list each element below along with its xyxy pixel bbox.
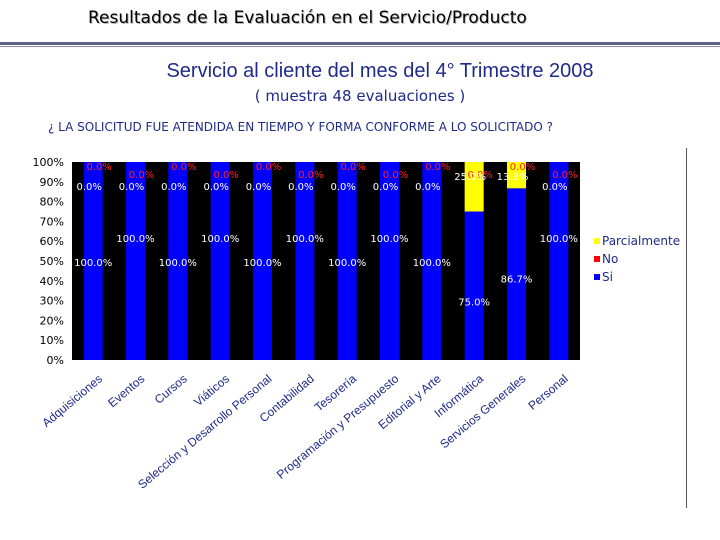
data-label-parcialmente: 0.0% (76, 182, 101, 193)
bar-si (464, 211, 484, 360)
data-label-no: 0.0% (171, 162, 196, 173)
data-label-si: 100.0% (413, 258, 451, 269)
header-rule-secondary (0, 46, 720, 47)
data-label-parcialmente: 0.0% (203, 182, 228, 193)
data-label-si: 100.0% (328, 258, 366, 269)
data-label-no: 0.0% (510, 162, 535, 173)
data-label-si: 100.0% (540, 234, 578, 245)
legend-label: Si (602, 270, 613, 284)
bar-si (295, 162, 315, 360)
data-label-parcialmente: 0.0% (373, 182, 398, 193)
y-tick-label: 0% (47, 354, 64, 367)
stacked-bar-chart: 0% 10% 20% 30% 40% 50% 60% 70% 80% 90% 100% 100.0% 0… (33, 156, 681, 492)
header-rule (0, 42, 720, 45)
bar-si (380, 162, 399, 360)
data-label-si: 100.0% (243, 258, 281, 269)
data-label-no: 0.0% (552, 170, 577, 181)
data-label-parcialmente: 13.3% (497, 172, 529, 183)
y-tick-label: 20% (40, 314, 64, 327)
legend-swatch (594, 256, 600, 262)
category-label: Cursos (152, 372, 190, 407)
data-label-si: 100.0% (159, 258, 197, 269)
bar-si (549, 162, 569, 360)
header-title: Resultados de la Evaluación en el Servic… (88, 8, 527, 28)
y-tick-label: 50% (40, 255, 64, 268)
bar-si (126, 162, 145, 360)
y-tick-label: 70% (40, 215, 64, 228)
data-label-parcialmente: 0.0% (542, 182, 567, 193)
bar-si (422, 162, 442, 360)
legend-label: No (602, 252, 618, 266)
data-label-no: 0.0% (340, 162, 365, 173)
data-label-no: 0.0% (86, 162, 111, 173)
data-label-si: 100.0% (286, 234, 324, 245)
data-label-no: 0.0% (425, 162, 450, 173)
data-label-no: 0.0% (213, 170, 238, 181)
data-label-no: 0.0% (256, 162, 281, 173)
data-label-si: 100.0% (201, 234, 239, 245)
data-label-si: 100.0% (370, 234, 408, 245)
category-label: Personal (525, 372, 570, 413)
legend-label: Parcialmente (602, 234, 680, 248)
bar-si (337, 162, 357, 360)
data-label-si: 75.0% (458, 298, 490, 309)
data-label-si: 100.0% (116, 234, 154, 245)
y-tick-label: 40% (40, 275, 64, 288)
data-label-parcialmente: 25.0% (454, 172, 486, 183)
data-label-parcialmente: 0.0% (288, 182, 313, 193)
data-label-parcialmente: 0.0% (415, 182, 440, 193)
bar-parcialmente (507, 162, 526, 189)
category-label: Eventos (105, 372, 147, 411)
y-tick-label: 10% (40, 334, 64, 347)
legend-swatch (594, 238, 600, 244)
sample-note: ( muestra 48 evaluaciones ) (254, 87, 466, 105)
data-label-parcialmente: 0.0% (119, 182, 144, 193)
data-label-si: 86.7% (501, 274, 533, 285)
bar-si (507, 188, 526, 360)
bar-si (168, 162, 188, 360)
bar-si (210, 162, 230, 360)
bar-si (253, 162, 272, 360)
data-label-no: 0.0% (298, 170, 323, 181)
data-label-no: 0.0% (383, 170, 408, 181)
category-label: Adquisiciones (39, 372, 105, 430)
y-tick-label: 80% (40, 196, 64, 209)
legend-swatch (594, 274, 600, 280)
data-label-parcialmente: 0.0% (330, 182, 355, 193)
survey-question: ¿ LA SOLICITUD FUE ATENDIDA EN TIEMPO Y … (48, 120, 553, 134)
side-rule (686, 148, 687, 508)
data-label-parcialmente: 0.0% (161, 182, 186, 193)
y-tick-label: 60% (40, 235, 64, 248)
data-label-si: 100.0% (74, 258, 112, 269)
data-label-parcialmente: 0.0% (246, 182, 271, 193)
bar-si (83, 162, 103, 360)
y-tick-label: 30% (40, 295, 64, 308)
data-label-no: 0.0% (129, 170, 154, 181)
bar-parcialmente (464, 162, 484, 212)
chart-subtitle: Servicio al cliente del mes del 4° Trime… (166, 60, 594, 82)
y-tick-label: 90% (40, 176, 64, 189)
plot-area (72, 162, 580, 360)
data-label-no: 0.0% (467, 170, 492, 181)
y-tick-label: 100% (33, 156, 64, 169)
